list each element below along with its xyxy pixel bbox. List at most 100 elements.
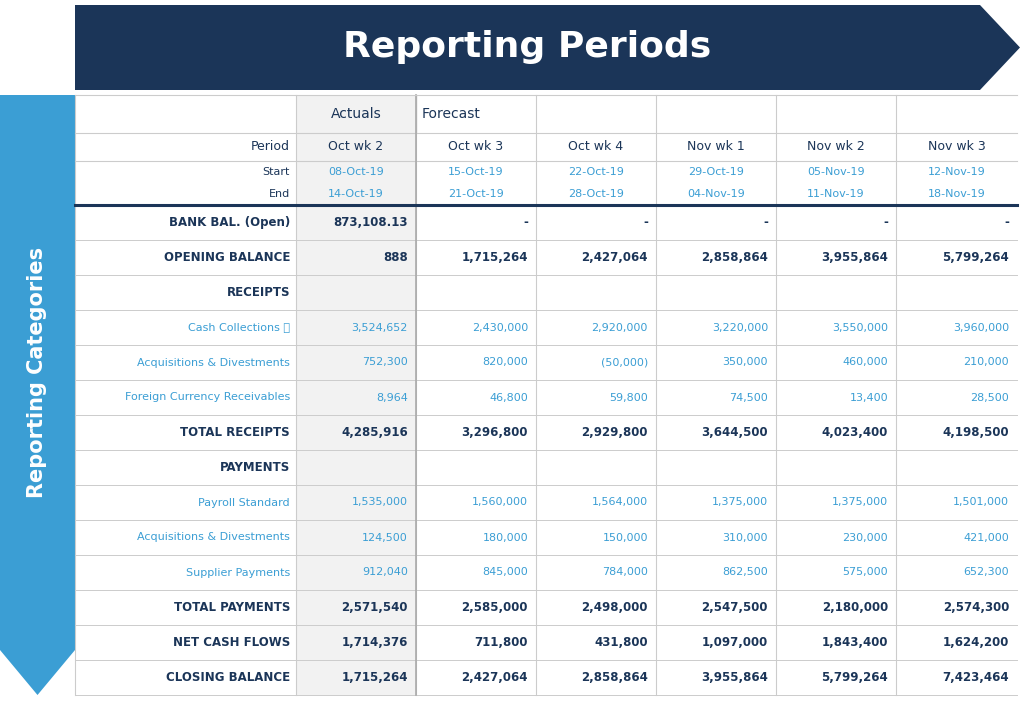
Polygon shape [75, 5, 1020, 90]
Text: Oct wk 3: Oct wk 3 [449, 141, 503, 154]
Bar [296, 133, 416, 161]
Text: 2,571,540: 2,571,540 [341, 601, 408, 614]
Text: RECEIPTS: RECEIPTS [227, 286, 290, 299]
Text: -: - [884, 216, 888, 229]
Text: 421,000: 421,000 [964, 533, 1009, 543]
Text: 2,920,000: 2,920,000 [591, 322, 648, 332]
Text: Nov wk 3: Nov wk 3 [928, 141, 985, 154]
Text: 1,624,200: 1,624,200 [943, 636, 1009, 649]
Text: Acquisitions & Divestments: Acquisitions & Divestments [137, 533, 290, 543]
Text: 08-Oct-19: 08-Oct-19 [328, 167, 384, 177]
Text: 1,535,000: 1,535,000 [352, 498, 408, 508]
Text: 912,040: 912,040 [362, 567, 408, 577]
Text: 862,500: 862,500 [723, 567, 768, 577]
Text: 1,564,000: 1,564,000 [591, 498, 648, 508]
Text: 575,000: 575,000 [843, 567, 888, 577]
Text: Reporting Categories: Reporting Categories [28, 247, 47, 498]
Text: 2,574,300: 2,574,300 [943, 601, 1009, 614]
Text: Reporting Periods: Reporting Periods [343, 30, 711, 65]
Text: 74,500: 74,500 [729, 393, 768, 403]
Text: 2,929,800: 2,929,800 [581, 426, 648, 439]
Text: Oct wk 2: Oct wk 2 [328, 141, 383, 154]
Text: -: - [1004, 216, 1009, 229]
Text: 310,000: 310,000 [723, 533, 768, 543]
Text: 3,550,000: 3,550,000 [832, 322, 888, 332]
Text: 784,000: 784,000 [602, 567, 648, 577]
Text: OPENING BALANCE: OPENING BALANCE [164, 251, 290, 264]
Text: 11-Nov-19: 11-Nov-19 [808, 189, 865, 199]
Bar [296, 95, 416, 133]
Text: 350,000: 350,000 [723, 358, 768, 368]
Text: 3,296,800: 3,296,800 [461, 426, 528, 439]
Text: 12-Nov-19: 12-Nov-19 [928, 167, 985, 177]
Bar [296, 183, 416, 205]
Text: 22-Oct-19: 22-Oct-19 [568, 167, 624, 177]
Text: 2,427,064: 2,427,064 [581, 251, 648, 264]
Bar [296, 275, 416, 310]
Text: Period: Period [251, 141, 290, 154]
Text: 2,547,500: 2,547,500 [701, 601, 768, 614]
Text: End: End [269, 189, 290, 199]
Bar [296, 450, 416, 485]
Bar [296, 205, 416, 240]
Bar [296, 345, 416, 380]
Text: Cash Collections ⓕ: Cash Collections ⓕ [188, 322, 290, 332]
Text: 04-Nov-19: 04-Nov-19 [687, 189, 745, 199]
Text: 5,799,264: 5,799,264 [942, 251, 1009, 264]
Text: Oct wk 4: Oct wk 4 [569, 141, 623, 154]
Text: 28-Oct-19: 28-Oct-19 [568, 189, 624, 199]
Text: 8,964: 8,964 [376, 393, 408, 403]
Text: 46,800: 46,800 [489, 393, 528, 403]
Bar [296, 590, 416, 625]
Text: 7,423,464: 7,423,464 [942, 671, 1009, 684]
Bar [296, 520, 416, 555]
Text: 845,000: 845,000 [482, 567, 528, 577]
Text: Supplier Payments: Supplier Payments [186, 567, 290, 577]
Text: 2,180,000: 2,180,000 [822, 601, 888, 614]
Text: 820,000: 820,000 [482, 358, 528, 368]
Bar [75, 95, 1017, 695]
Text: 13,400: 13,400 [850, 393, 888, 403]
Text: 230,000: 230,000 [843, 533, 888, 543]
Bar [296, 555, 416, 590]
Text: 1,715,264: 1,715,264 [341, 671, 408, 684]
Text: 14-Oct-19: 14-Oct-19 [328, 189, 384, 199]
Text: NET CASH FLOWS: NET CASH FLOWS [173, 636, 290, 649]
Text: 1,715,264: 1,715,264 [461, 251, 528, 264]
Text: Nov wk 2: Nov wk 2 [807, 141, 865, 154]
Text: 460,000: 460,000 [843, 358, 888, 368]
Text: 1,097,000: 1,097,000 [702, 636, 768, 649]
Text: 711,800: 711,800 [475, 636, 528, 649]
Text: 652,300: 652,300 [964, 567, 1009, 577]
Text: 2,498,000: 2,498,000 [581, 601, 648, 614]
Text: 1,375,000: 1,375,000 [712, 498, 768, 508]
Text: 5,799,264: 5,799,264 [821, 671, 888, 684]
Bar [296, 415, 416, 450]
Text: 1,714,376: 1,714,376 [341, 636, 408, 649]
Bar [296, 240, 416, 275]
Text: 4,198,500: 4,198,500 [942, 426, 1009, 439]
Text: 1,375,000: 1,375,000 [832, 498, 888, 508]
Text: Nov wk 1: Nov wk 1 [687, 141, 745, 154]
Text: Actuals: Actuals [331, 107, 381, 121]
Text: 21-Oct-19: 21-Oct-19 [448, 189, 504, 199]
Text: 3,524,652: 3,524,652 [352, 322, 408, 332]
Text: 18-Nov-19: 18-Nov-19 [928, 189, 985, 199]
Text: 210,000: 210,000 [964, 358, 1009, 368]
Bar [296, 485, 416, 520]
Text: 1,560,000: 1,560,000 [472, 498, 528, 508]
Bar [296, 380, 416, 415]
Text: 2,858,864: 2,858,864 [701, 251, 768, 264]
Polygon shape [0, 650, 75, 695]
Text: 752,300: 752,300 [362, 358, 408, 368]
Text: TOTAL RECEIPTS: TOTAL RECEIPTS [180, 426, 290, 439]
Text: 4,285,916: 4,285,916 [341, 426, 408, 439]
Text: 2,430,000: 2,430,000 [472, 322, 528, 332]
Text: 05-Nov-19: 05-Nov-19 [808, 167, 865, 177]
Text: 59,800: 59,800 [609, 393, 648, 403]
Text: Forecast: Forecast [422, 107, 481, 121]
Text: 3,955,864: 3,955,864 [821, 251, 888, 264]
Bar [296, 310, 416, 345]
Text: -: - [643, 216, 648, 229]
Text: Start: Start [262, 167, 290, 177]
